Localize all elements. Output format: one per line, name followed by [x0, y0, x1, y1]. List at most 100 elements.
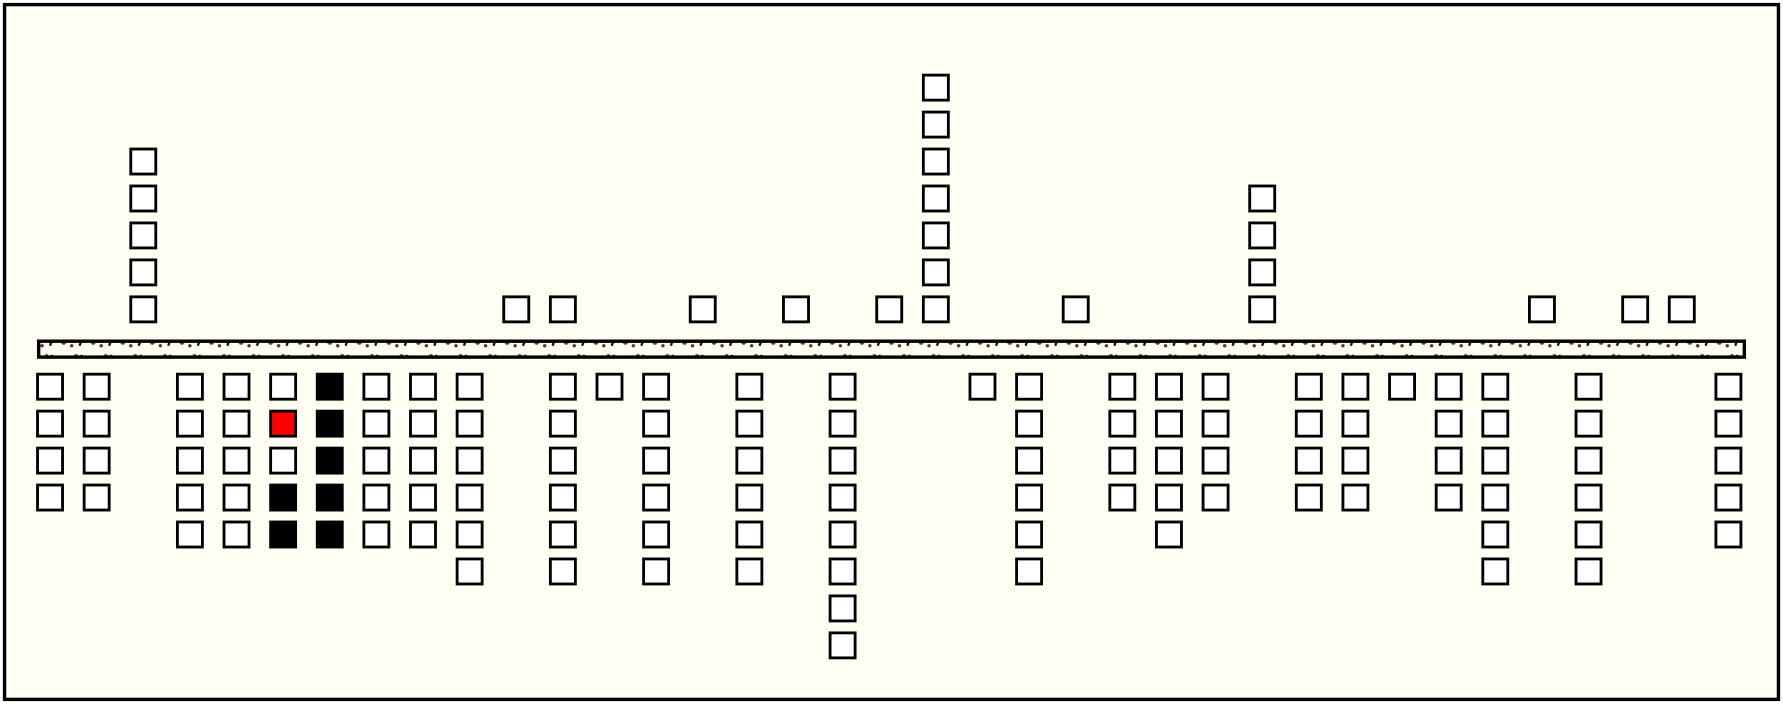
stack-cell[interactable]: [921, 258, 950, 287]
dig-cell[interactable]: [175, 483, 204, 512]
stack-cell[interactable]: [1248, 221, 1277, 250]
dig-cell[interactable]: [315, 520, 344, 549]
dig-cell[interactable]: [1108, 372, 1137, 401]
dig-cell[interactable]: [362, 483, 391, 512]
dig-cell[interactable]: [735, 372, 764, 401]
dig-cell[interactable]: [175, 372, 204, 401]
dig-cell[interactable]: [175, 409, 204, 438]
stack-cell[interactable]: [1061, 295, 1090, 324]
dig-cell[interactable]: [409, 409, 437, 438]
dig-cell[interactable]: [315, 409, 344, 438]
dig-cell[interactable]: [548, 446, 577, 475]
dig-cell[interactable]: [1574, 520, 1603, 549]
dig-cell[interactable]: [1108, 483, 1137, 512]
dig-cell[interactable]: [1294, 409, 1323, 438]
stack-cell[interactable]: [921, 110, 950, 139]
dig-cell[interactable]: [1201, 409, 1230, 438]
dig-cell[interactable]: [1714, 409, 1743, 438]
dig-cell[interactable]: [1108, 409, 1137, 438]
dig-cell[interactable]: [1155, 409, 1183, 438]
stack-cell[interactable]: [782, 295, 810, 324]
dig-cell[interactable]: [548, 409, 577, 438]
dig-cell[interactable]: [735, 446, 764, 475]
dig-cell[interactable]: [362, 446, 391, 475]
stack-cell[interactable]: [688, 295, 717, 324]
dig-cell[interactable]: [175, 520, 204, 549]
dig-cell[interactable]: [1714, 483, 1743, 512]
dig-cell[interactable]: [36, 409, 64, 438]
stack-cell[interactable]: [875, 295, 904, 324]
dig-cell[interactable]: [1574, 483, 1603, 512]
dig-cell[interactable]: [1155, 483, 1183, 512]
dig-cell[interactable]: [362, 520, 391, 549]
stack-cell[interactable]: [129, 258, 158, 287]
dig-cell[interactable]: [642, 372, 671, 401]
dig-cell[interactable]: [642, 483, 671, 512]
dig-cell[interactable]: [1714, 372, 1743, 401]
dig-cell[interactable]: [1714, 446, 1743, 475]
dig-cell[interactable]: [455, 409, 484, 438]
stack-cell[interactable]: [921, 184, 950, 213]
dig-cell[interactable]: [455, 557, 484, 586]
dig-cell[interactable]: [548, 557, 577, 586]
dig-cell[interactable]: [1388, 372, 1416, 401]
stack-cell[interactable]: [129, 184, 158, 213]
dig-cell[interactable]: [269, 483, 298, 512]
dig-cell[interactable]: [828, 409, 857, 438]
dig-cell[interactable]: [409, 372, 437, 401]
dig-cell[interactable]: [1015, 557, 1044, 586]
dig-cell[interactable]: [828, 446, 857, 475]
dig-cell[interactable]: [269, 446, 298, 475]
dig-cell[interactable]: [1294, 483, 1323, 512]
dig-cell[interactable]: [968, 372, 997, 401]
stack-cell[interactable]: [548, 295, 577, 324]
dig-cell[interactable]: [828, 520, 857, 549]
dig-cell[interactable]: [548, 372, 577, 401]
dig-cell[interactable]: [222, 446, 251, 475]
dig-cell[interactable]: [548, 520, 577, 549]
dig-cell[interactable]: [595, 372, 624, 401]
dig-cell[interactable]: [1574, 557, 1603, 586]
dig-cell[interactable]: [1155, 520, 1183, 549]
dig-cell[interactable]: [1341, 409, 1370, 438]
dig-cell[interactable]: [735, 520, 764, 549]
dig-cell[interactable]: [82, 409, 111, 438]
dig-cell[interactable]: [455, 520, 484, 549]
dig-cell[interactable]: [828, 594, 857, 623]
dig-cell[interactable]: [315, 446, 344, 475]
dig-cell[interactable]: [828, 557, 857, 586]
dig-cell[interactable]: [1201, 446, 1230, 475]
dig-cell[interactable]: [1434, 446, 1463, 475]
dig-cell[interactable]: [82, 372, 111, 401]
dig-cell[interactable]: [1481, 520, 1510, 549]
stack-cell[interactable]: [129, 295, 158, 324]
dig-cell[interactable]: [1434, 372, 1463, 401]
dig-cell[interactable]: [1015, 446, 1044, 475]
dig-cell[interactable]: [222, 409, 251, 438]
dig-cell[interactable]: [1481, 409, 1510, 438]
dig-cell[interactable]: [642, 409, 671, 438]
stack-cell[interactable]: [1248, 258, 1277, 287]
dig-cell[interactable]: [1341, 483, 1370, 512]
dig-cell[interactable]: [1574, 372, 1603, 401]
stack-cell[interactable]: [1248, 295, 1277, 324]
dig-cell[interactable]: [409, 483, 437, 512]
dig-cell[interactable]: [269, 520, 298, 549]
stack-cell[interactable]: [1248, 184, 1277, 213]
dig-cell[interactable]: [1341, 372, 1370, 401]
dig-cell[interactable]: [1155, 446, 1183, 475]
dig-cell[interactable]: [1015, 409, 1044, 438]
stack-cell[interactable]: [921, 147, 950, 176]
dig-cell[interactable]: [1015, 483, 1044, 512]
dig-cell[interactable]: [36, 446, 64, 475]
dig-cell[interactable]: [1108, 446, 1137, 475]
dig-cell[interactable]: [315, 483, 344, 512]
dig-cell[interactable]: [1481, 483, 1510, 512]
dig-cell[interactable]: [642, 520, 671, 549]
dig-cell[interactable]: [735, 557, 764, 586]
dig-cell[interactable]: [642, 557, 671, 586]
dig-cell[interactable]: [409, 446, 437, 475]
dig-cell[interactable]: [1015, 520, 1044, 549]
dig-cell[interactable]: [455, 372, 484, 401]
stack-cell[interactable]: [502, 295, 531, 324]
